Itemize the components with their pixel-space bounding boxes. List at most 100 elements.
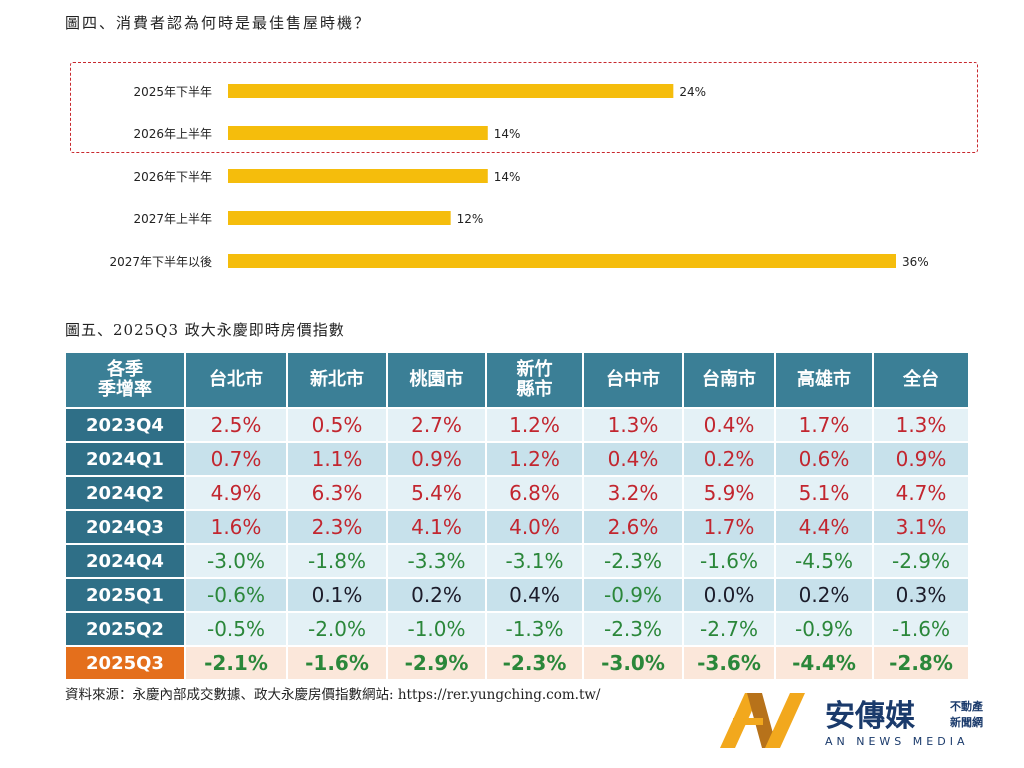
table-title: 圖五、2025Q3 政大永慶即時房價指數 bbox=[65, 321, 345, 339]
table-row: 2024Q4 -3.0% -1.8% -3.3% -3.1% -2.3% -1.6% -4.5… bbox=[64, 543, 970, 579]
table-cell: -1.6% bbox=[872, 611, 970, 647]
category-label: 2026年上半年 bbox=[133, 127, 212, 141]
table-cell: -2.0% bbox=[286, 611, 388, 647]
table-cell: -2.1% bbox=[184, 645, 288, 681]
table-cell: 5.9% bbox=[682, 475, 776, 511]
table-cell: 4.9% bbox=[184, 475, 288, 511]
source-note: 資料來源：永慶內部成交數據、政大永慶房價指數網站: https://rer.yu… bbox=[65, 683, 600, 703]
logo-en: AN NEWS MEDIA bbox=[825, 735, 968, 748]
table-cell: 6.3% bbox=[286, 475, 388, 511]
table-cell: -4.5% bbox=[774, 543, 874, 579]
table-cell: 4.4% bbox=[774, 509, 874, 545]
price-index-table: 各季 季增率 台北市 新北市 桃園市 新竹 縣市 台中市 台南市 高雄市 全台 2023Q4 2.5% 0… bbox=[64, 351, 970, 681]
table-cell: 4.1% bbox=[386, 509, 487, 545]
column-header: 全台 bbox=[872, 351, 970, 409]
table-cell: 1.2% bbox=[485, 441, 584, 477]
table-cell: 0.6% bbox=[774, 441, 874, 477]
table-cell: -1.0% bbox=[386, 611, 487, 647]
table-cell: 0.5% bbox=[286, 407, 388, 443]
table-cell: 1.6% bbox=[184, 509, 288, 545]
bar bbox=[228, 126, 488, 140]
table-cell: 1.1% bbox=[286, 441, 388, 477]
table-cell: -2.9% bbox=[872, 543, 970, 579]
table-cell: -2.7% bbox=[682, 611, 776, 647]
table-cell: 1.3% bbox=[582, 407, 684, 443]
table-cell: -3.1% bbox=[485, 543, 584, 579]
table-cell: 0.9% bbox=[386, 441, 487, 477]
header-row: 各季 季增率 台北市 新北市 桃園市 新竹 縣市 台中市 台南市 高雄市 全台 bbox=[64, 351, 970, 409]
row-label: 2024Q1 bbox=[64, 441, 186, 477]
category-label: 2026年下半年 bbox=[133, 170, 212, 184]
table-cell: 3.2% bbox=[582, 475, 684, 511]
bar bbox=[228, 254, 896, 268]
chart-title: 圖四、消費者認為何時是最佳售屋時機？ bbox=[65, 14, 372, 32]
table-cell: -0.9% bbox=[582, 577, 684, 613]
table-cell: -2.3% bbox=[582, 611, 684, 647]
table-cell: 2.6% bbox=[582, 509, 684, 545]
table-cell: -1.8% bbox=[286, 543, 388, 579]
table-cell: 0.9% bbox=[872, 441, 970, 477]
table-cell: -2.8% bbox=[872, 645, 970, 681]
data-label: 14% bbox=[494, 127, 521, 141]
table-cell: 0.2% bbox=[386, 577, 487, 613]
table-cell: 5.1% bbox=[774, 475, 874, 511]
table-cell: -2.3% bbox=[485, 645, 584, 681]
row-label: 2024Q2 bbox=[64, 475, 186, 511]
table-cell: 0.3% bbox=[872, 577, 970, 613]
corner-header: 各季 季增率 bbox=[64, 351, 186, 409]
table-cell: 4.7% bbox=[872, 475, 970, 511]
table-cell: -0.9% bbox=[774, 611, 874, 647]
category-label: 2027年下半年以後 bbox=[109, 255, 212, 269]
table-cell: 2.7% bbox=[386, 407, 487, 443]
row-label: 2025Q1 bbox=[64, 577, 186, 613]
bar bbox=[228, 169, 488, 183]
column-header: 新北市 bbox=[286, 351, 388, 409]
table-cell: -1.6% bbox=[286, 645, 388, 681]
bar bbox=[228, 211, 451, 225]
column-header: 桃園市 bbox=[386, 351, 487, 409]
table-cell: 0.4% bbox=[682, 407, 776, 443]
data-label: 12% bbox=[457, 212, 484, 226]
column-header: 台北市 bbox=[184, 351, 288, 409]
table-row: 2025Q1 -0.6% 0.1% 0.2% 0.4% -0.9% 0.0% 0.2% 0.3% bbox=[64, 577, 970, 613]
category-label: 2027年上半年 bbox=[133, 212, 212, 226]
table-cell: 1.7% bbox=[774, 407, 874, 443]
table-cell: 1.7% bbox=[682, 509, 776, 545]
table-cell: 5.4% bbox=[386, 475, 487, 511]
column-header: 新竹 縣市 bbox=[485, 351, 584, 409]
row-label: 2023Q4 bbox=[64, 407, 186, 443]
bar-chart: 2025年下半年 24% 2026年上半年 14% 2026年下半年 14% 2027年上半… bbox=[109, 84, 929, 269]
source-text: 資料來源：永慶內部成交數據、政大永慶房價指數網站: bbox=[65, 687, 398, 703]
data-label: 36% bbox=[902, 255, 929, 269]
row-label: 2025Q2 bbox=[64, 611, 186, 647]
table-cell: -3.3% bbox=[386, 543, 487, 579]
table-cell: 1.2% bbox=[485, 407, 584, 443]
table-row: 2025Q2 -0.5% -2.0% -1.0% -1.3% -2.3% -2.7% -0.9… bbox=[64, 611, 970, 647]
table-cell: 6.8% bbox=[485, 475, 584, 511]
row-label: 2025Q3 bbox=[64, 645, 186, 681]
column-header: 台南市 bbox=[682, 351, 776, 409]
table-cell: 0.7% bbox=[184, 441, 288, 477]
table-row: 2023Q4 2.5% 0.5% 2.7% 1.2% 1.3% 0.4% 1.7% 1.3% bbox=[64, 407, 970, 443]
table-cell: -3.0% bbox=[582, 645, 684, 681]
table-cell: 2.3% bbox=[286, 509, 388, 545]
an-logo-icon: 安傳媒 不動產 新聞網 AN NEWS MEDIA bbox=[720, 693, 983, 748]
table-cell: -2.9% bbox=[386, 645, 487, 681]
data-label: 24% bbox=[679, 85, 706, 99]
source-link[interactable]: https://rer.yungching.com.tw/ bbox=[397, 687, 601, 703]
table-cell: -0.6% bbox=[184, 577, 288, 613]
table-cell: 0.2% bbox=[682, 441, 776, 477]
column-header: 台中市 bbox=[582, 351, 684, 409]
table-cell: -2.3% bbox=[582, 543, 684, 579]
table-cell: 0.4% bbox=[582, 441, 684, 477]
table-cell: -1.6% bbox=[682, 543, 776, 579]
table-cell: 0.1% bbox=[286, 577, 388, 613]
table-row: 2025Q3 -2.1% -1.6% -2.9% -2.3% -3.0% -3.6% -4.4… bbox=[64, 645, 970, 681]
table-cell: -3.0% bbox=[184, 543, 288, 579]
logo-name: 安傳媒 bbox=[825, 699, 916, 734]
table-cell: 1.3% bbox=[872, 407, 970, 443]
bar bbox=[228, 84, 674, 98]
table-cell: -4.4% bbox=[774, 645, 874, 681]
table-row: 2024Q1 0.7% 1.1% 0.9% 1.2% 0.4% 0.2% 0.6% 0.9% bbox=[64, 441, 970, 477]
logo-tag1: 不動產 bbox=[950, 699, 983, 713]
